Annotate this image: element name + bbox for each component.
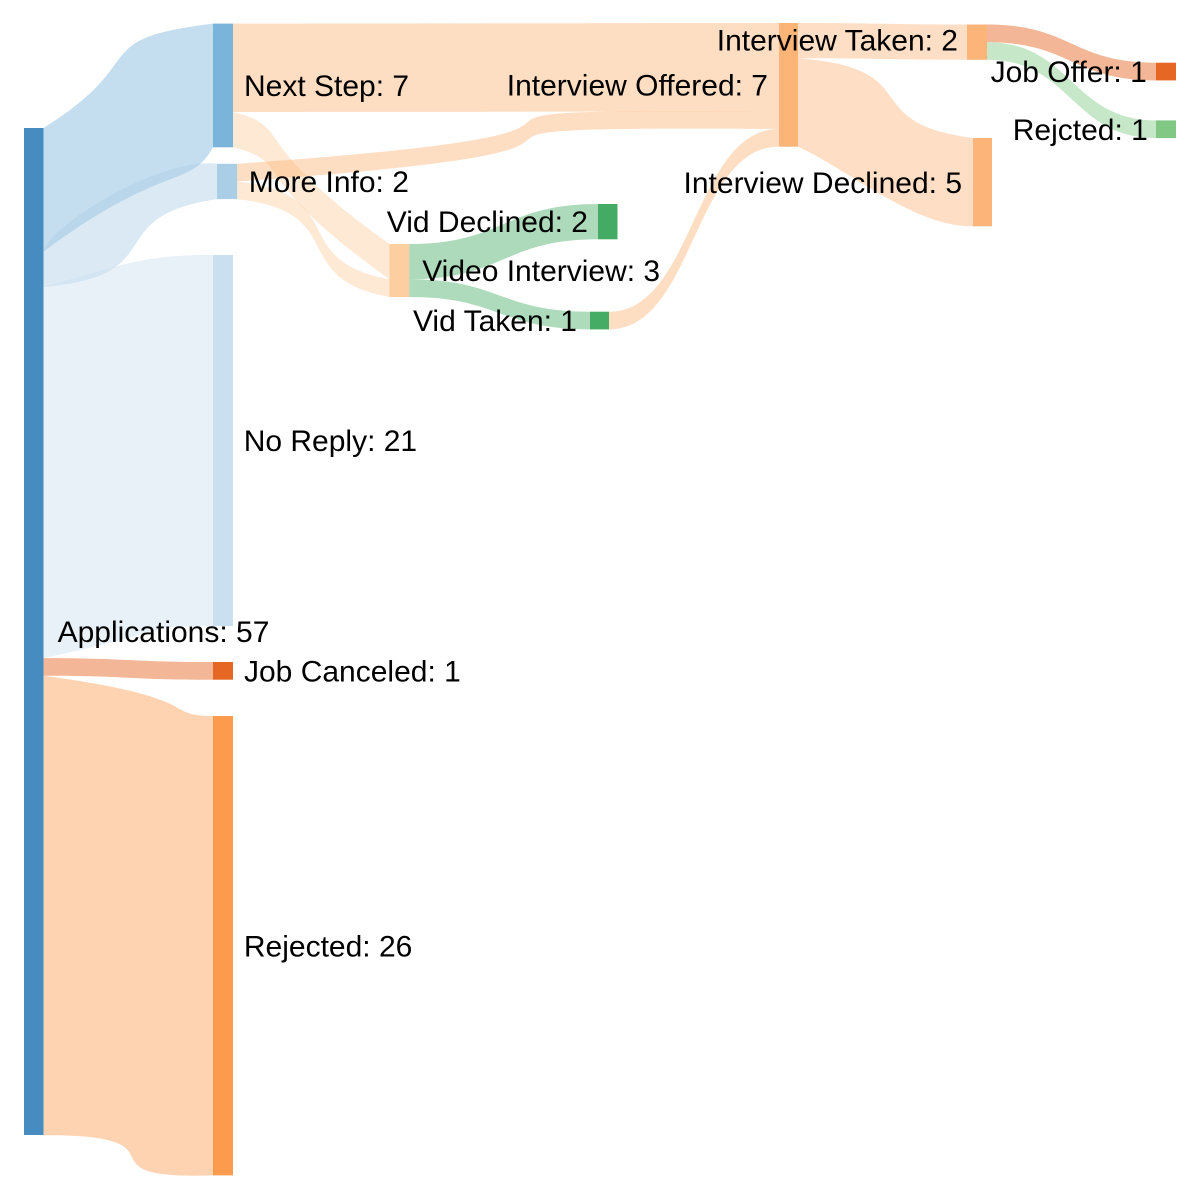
svg-text:Job Canceled: 1: Job Canceled: 1 bbox=[244, 656, 461, 689]
svg-text:Rejected: 26: Rejected: 26 bbox=[244, 930, 412, 963]
svg-text:Rejcted: 1: Rejcted: 1 bbox=[1013, 114, 1148, 147]
svg-text:Interview Declined: 5: Interview Declined: 5 bbox=[684, 167, 962, 200]
svg-text:Interview Offered: 7: Interview Offered: 7 bbox=[507, 69, 768, 102]
svg-text:More Info: 2: More Info: 2 bbox=[249, 166, 409, 199]
svg-text:Interview Taken: 2: Interview Taken: 2 bbox=[717, 25, 958, 58]
svg-text:Vid Declined: 2: Vid Declined: 2 bbox=[387, 206, 588, 239]
svg-text:Job Offer: 1: Job Offer: 1 bbox=[991, 56, 1147, 89]
svg-text:Next Step: 7: Next Step: 7 bbox=[244, 70, 409, 103]
svg-text:No Reply: 21: No Reply: 21 bbox=[244, 425, 417, 458]
svg-text:Video Interview: 3: Video Interview: 3 bbox=[422, 255, 660, 288]
svg-text:Applications: 57: Applications: 57 bbox=[58, 616, 270, 649]
svg-text:Vid Taken: 1: Vid Taken: 1 bbox=[413, 305, 577, 338]
